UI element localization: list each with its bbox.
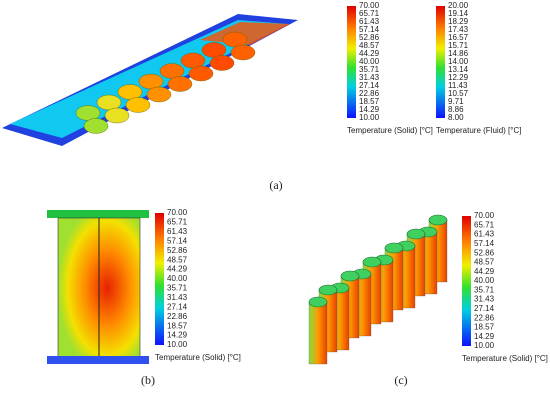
colorbar-tick-label: 18.57 — [474, 323, 495, 332]
cell-section — [47, 210, 149, 364]
cell-top — [222, 31, 248, 48]
colorbar-tick-label: 61.43 — [474, 230, 495, 239]
cylinder-top — [406, 228, 426, 240]
colorbar-tick-label: 27.14 — [474, 304, 495, 313]
colorbar-tick-label: 8.86 — [448, 105, 464, 114]
cell-top — [138, 73, 164, 90]
colorbar-tick-label: 10.57 — [448, 89, 469, 98]
plate-model — [2, 14, 298, 146]
colorbar-tick-label: 14.86 — [448, 49, 469, 58]
colorbar-tick-label: 17.43 — [448, 25, 469, 34]
colorbar-tick-label: 31.43 — [167, 293, 188, 302]
colorbar-tick-label: 57.14 — [474, 239, 495, 248]
colorbar-tick-label: 12.29 — [448, 73, 469, 82]
colorbar-tick-label: 48.57 — [359, 41, 380, 50]
colorbar-tick-label: 10.00 — [167, 340, 188, 349]
colorbar-tick-label: 13.14 — [448, 65, 469, 74]
cell-top — [104, 107, 130, 124]
colorbar-tick-label: 8.00 — [448, 113, 464, 122]
colorbar — [347, 6, 356, 118]
colorbar-tick-label: 70.00 — [167, 208, 188, 217]
colorbar-tick-label: 18.29 — [448, 17, 469, 26]
colorbar-tick-label: 22.86 — [474, 313, 495, 322]
panel-label: (a) — [269, 178, 282, 192]
colorbar-tick-label: 52.86 — [167, 246, 188, 255]
cylinder-top — [340, 270, 360, 282]
cell-top — [83, 118, 109, 134]
colorbar-tick-label: 15.71 — [448, 41, 469, 50]
colorbar-tick-label: 70.00 — [474, 211, 495, 220]
colorbar-tick-label: 57.14 — [359, 25, 380, 34]
colorbar-tick-label: 22.86 — [359, 89, 380, 98]
cell-top — [159, 63, 185, 79]
colorbar-tick-label: 44.29 — [359, 49, 380, 58]
colorbar-tick-label: 18.57 — [167, 321, 188, 330]
cell-top — [188, 65, 214, 82]
cylinder-top — [384, 242, 404, 254]
colorbar-title: Temperature (Solid) [°C] — [462, 354, 548, 363]
cell-top — [167, 76, 193, 92]
colorbar-tick-label: 65.71 — [167, 218, 188, 227]
colorbar-tick-label: 22.86 — [167, 312, 188, 321]
cell-top — [117, 84, 143, 100]
cylinder-top — [362, 256, 382, 268]
cylinder — [308, 301, 328, 365]
colorbar-tick-label: 40.00 — [474, 276, 495, 285]
colorbar-tick-label: 70.00 — [359, 1, 380, 10]
cell-top — [180, 52, 206, 69]
panel-label: (b) — [141, 373, 155, 387]
colorbar-tick-label: 11.43 — [448, 81, 468, 90]
colorbar-tick-label: 18.57 — [359, 97, 380, 106]
colorbar — [462, 216, 471, 346]
colorbar-tick-label: 14.29 — [167, 331, 188, 340]
colorbar-tick-label: 57.14 — [167, 236, 188, 245]
colorbar-tick-label: 40.00 — [359, 57, 380, 66]
colorbar-tick-label: 35.71 — [359, 65, 380, 74]
colorbar-tick-label: 52.86 — [474, 248, 495, 257]
colorbar-tick-label: 19.14 — [448, 9, 469, 18]
cell-array — [308, 214, 448, 365]
panel-label: (c) — [394, 373, 407, 387]
colorbar-tick-label: 40.00 — [167, 274, 188, 283]
colorbar-tick-label: 44.29 — [474, 267, 495, 276]
colorbar-tick-label: 27.14 — [167, 302, 188, 311]
colorbar-tick-label: 35.71 — [167, 284, 188, 293]
cylinder-top — [428, 214, 448, 226]
colorbar-tick-label: 44.29 — [167, 265, 188, 274]
colorbar — [436, 6, 445, 118]
colorbar-tick-label: 35.71 — [474, 285, 495, 294]
colorbar-tick-label: 65.71 — [474, 220, 495, 229]
cylinder-top — [318, 284, 338, 296]
colorbar-tick-label: 14.00 — [448, 57, 469, 66]
colorbar-tick-label: 48.57 — [474, 258, 495, 267]
cylinder-top — [308, 296, 328, 308]
colorbar-tick-label: 9.71 — [448, 97, 464, 106]
colorbar-tick-label: 10.00 — [359, 113, 380, 122]
colorbar — [155, 213, 164, 345]
cell-top — [96, 94, 122, 111]
cell-top — [209, 55, 235, 71]
colorbar-tick-label: 31.43 — [474, 295, 495, 304]
colorbar-title: Temperature (Solid) [°C] — [155, 353, 241, 362]
colorbar-tick-label: 65.71 — [359, 9, 380, 18]
colorbar-tick-label: 16.57 — [448, 33, 469, 42]
colorbar-tick-label: 61.43 — [167, 227, 188, 236]
colorbar-tick-label: 61.43 — [359, 17, 380, 26]
colorbar-tick-label: 52.86 — [359, 33, 380, 42]
colorbar-tick-label: 10.00 — [474, 341, 495, 350]
colorbar-tick-label: 31.43 — [359, 73, 380, 82]
cell-top — [146, 86, 172, 103]
colorbar-tick-label: 27.14 — [359, 81, 380, 90]
colorbar-title: Temperature (Fluid) [°C] — [436, 126, 521, 135]
cell-top — [230, 44, 256, 61]
colorbar-title: Temperature (Solid) [°C] — [347, 126, 433, 135]
colorbar-tick-label: 48.57 — [167, 255, 188, 264]
cell-top — [125, 97, 151, 113]
colorbar-tick-label: 20.00 — [448, 1, 469, 10]
colorbar-tick-label: 14.29 — [359, 105, 380, 114]
colorbar-tick-label: 14.29 — [474, 332, 495, 341]
cell-top — [75, 105, 101, 121]
cell-top — [201, 42, 227, 58]
